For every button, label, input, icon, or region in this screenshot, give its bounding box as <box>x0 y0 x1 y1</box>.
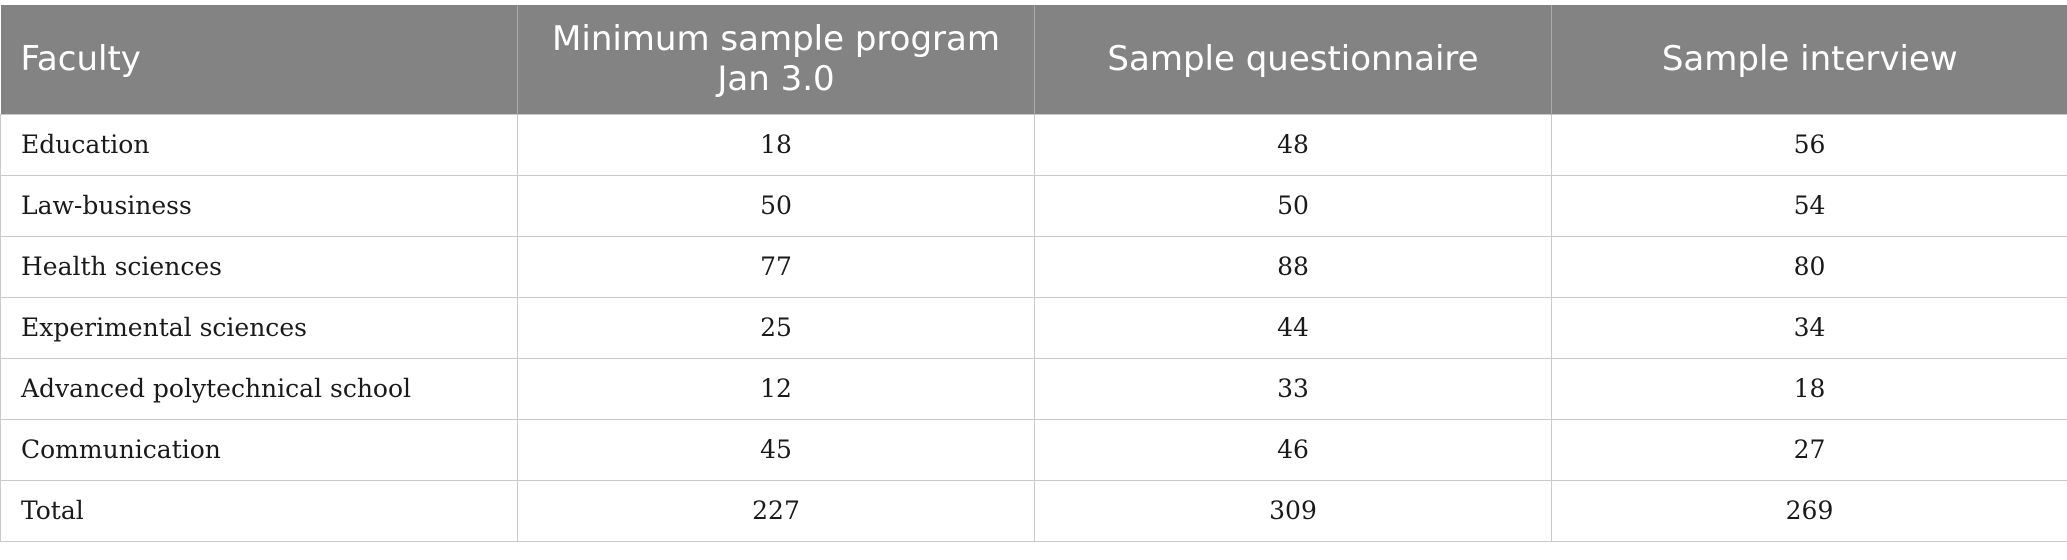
table-row: Health sciences 77 88 80 <box>0 235 2067 298</box>
cell-faculty: Education <box>0 113 518 176</box>
table-row: Education 18 48 56 <box>0 113 2067 176</box>
cell-sample-interview: 56 <box>1551 113 2067 176</box>
cell-sample-questionnaire: 309 <box>1034 479 1552 542</box>
table-row: Communication 45 46 27 <box>0 418 2067 481</box>
cell-minimum-sample: 12 <box>517 357 1035 420</box>
cell-minimum-sample: 18 <box>517 113 1035 176</box>
cell-sample-interview: 269 <box>1551 479 2067 542</box>
cell-sample-interview: 27 <box>1551 418 2067 481</box>
table-row: Advanced polytechnical school 12 33 18 <box>0 357 2067 420</box>
cell-minimum-sample: 227 <box>517 479 1035 542</box>
cell-sample-questionnaire: 88 <box>1034 235 1552 298</box>
cell-sample-interview: 34 <box>1551 296 2067 359</box>
cell-faculty: Health sciences <box>0 235 518 298</box>
cell-sample-questionnaire: 33 <box>1034 357 1552 420</box>
table-row: Law-business 50 50 54 <box>0 174 2067 237</box>
header-minimum-sample: Minimum sample program Jan 3.0 <box>517 5 1035 114</box>
sample-size-table: Faculty Minimum sample program Jan 3.0 S… <box>0 5 2067 542</box>
table-row-total: Total 227 309 269 <box>0 479 2067 542</box>
cell-sample-questionnaire: 46 <box>1034 418 1552 481</box>
cell-faculty: Total <box>0 479 518 542</box>
cell-minimum-sample: 50 <box>517 174 1035 237</box>
cell-minimum-sample: 77 <box>517 235 1035 298</box>
cell-faculty: Experimental sciences <box>0 296 518 359</box>
cell-sample-questionnaire: 48 <box>1034 113 1552 176</box>
cell-sample-interview: 18 <box>1551 357 2067 420</box>
cell-faculty: Communication <box>0 418 518 481</box>
cell-sample-questionnaire: 50 <box>1034 174 1552 237</box>
cell-minimum-sample: 25 <box>517 296 1035 359</box>
header-faculty: Faculty <box>0 5 518 114</box>
table-body: Education 18 48 56 Law-business 50 50 54… <box>0 113 2067 542</box>
cell-faculty: Law-business <box>0 174 518 237</box>
cell-sample-interview: 80 <box>1551 235 2067 298</box>
cell-sample-interview: 54 <box>1551 174 2067 237</box>
cell-minimum-sample: 45 <box>517 418 1035 481</box>
table-header: Faculty Minimum sample program Jan 3.0 S… <box>0 5 2067 114</box>
header-sample-questionnaire: Sample questionnaire <box>1034 5 1552 114</box>
sample-table-container: Faculty Minimum sample program Jan 3.0 S… <box>0 5 2067 542</box>
table-row: Experimental sciences 25 44 34 <box>0 296 2067 359</box>
header-sample-interview: Sample interview <box>1551 5 2067 114</box>
cell-faculty: Advanced polytechnical school <box>0 357 518 420</box>
cell-sample-questionnaire: 44 <box>1034 296 1552 359</box>
header-row: Faculty Minimum sample program Jan 3.0 S… <box>0 5 2067 114</box>
